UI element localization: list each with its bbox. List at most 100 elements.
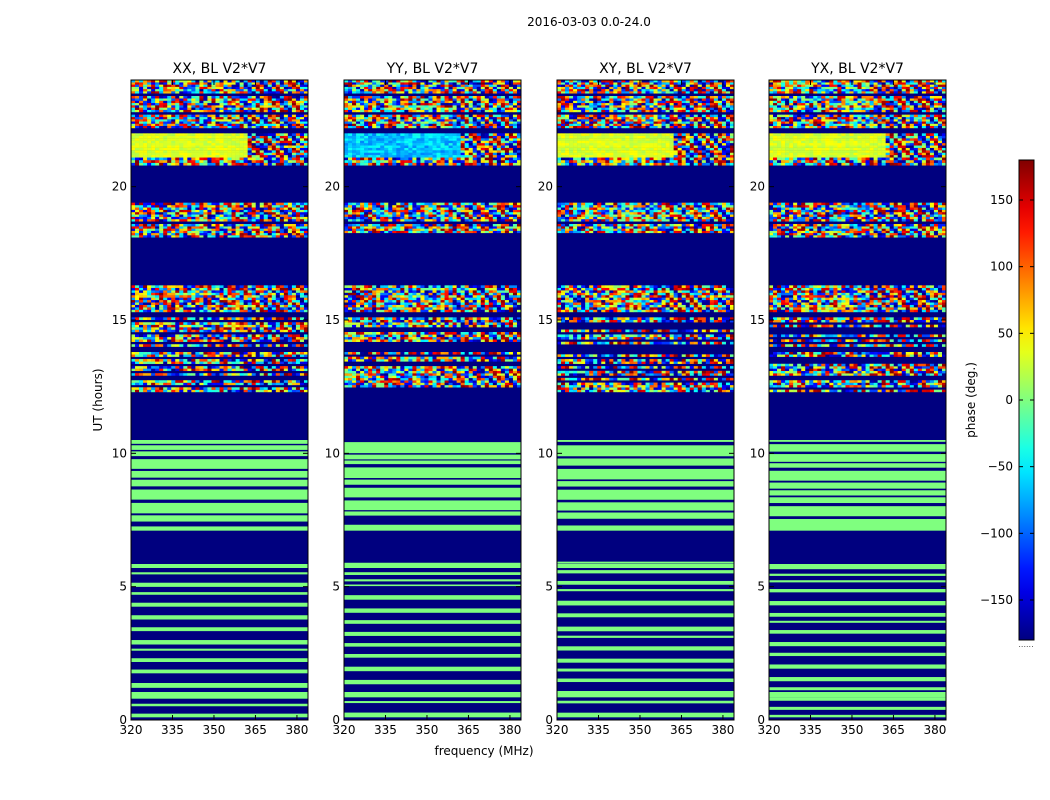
- phase-cell: [500, 307, 506, 310]
- phase-cell: [227, 150, 232, 153]
- phase-cell: [243, 299, 248, 303]
- phase-cell: [388, 382, 393, 386]
- phase-cell: [299, 359, 305, 362]
- phase-cell: [291, 125, 297, 129]
- phase-cell: [179, 322, 184, 325]
- phase-cell: [143, 226, 148, 229]
- phase-cell: [352, 352, 357, 355]
- phase-cell: [199, 235, 204, 238]
- phase-cell: [183, 324, 188, 328]
- phase-cell: [259, 80, 265, 83]
- phase-cell: [259, 292, 265, 296]
- phase-cell: [131, 98, 136, 101]
- phase-cell: [267, 114, 273, 118]
- phase-cell: [211, 299, 216, 303]
- phase-cell: [167, 354, 172, 357]
- phase-cell: [480, 382, 486, 386]
- phase-cell: [376, 295, 381, 298]
- phase-cell: [151, 317, 156, 320]
- phase-cell: [299, 373, 305, 376]
- phase-cell: [207, 98, 212, 101]
- phase-cell: [207, 86, 212, 90]
- phase-cell: [187, 157, 192, 161]
- phase-cell: [167, 387, 172, 390]
- phase-cell: [203, 334, 208, 338]
- phase-cell: [259, 107, 265, 110]
- phase-cell: [299, 135, 305, 139]
- phase-cell: [283, 162, 289, 166]
- phase-cell: [283, 96, 289, 99]
- phase-cell: [508, 373, 514, 376]
- phase-cell: [199, 232, 204, 236]
- phase-cell: [452, 295, 457, 298]
- phase-cell: [275, 105, 281, 108]
- phase-cell: [299, 207, 305, 210]
- phase-cell: [183, 114, 188, 118]
- phase-cell: [299, 324, 305, 328]
- phase-cell: [239, 147, 244, 151]
- phase-cell: [287, 214, 293, 217]
- phase-cell: [255, 329, 261, 333]
- phase-cell: [147, 389, 152, 393]
- phase-cell: [299, 205, 305, 208]
- phase-cell: [360, 373, 365, 376]
- phase-cell: [187, 309, 192, 313]
- phase-cell: [259, 324, 265, 328]
- phase-cell: [287, 86, 293, 90]
- phase-cell: [135, 162, 140, 166]
- phase-cell: [508, 339, 514, 342]
- phase-cell: [275, 205, 281, 208]
- phase-cell: [283, 382, 289, 386]
- phase-cell: [135, 145, 140, 148]
- phase-cell: [227, 88, 232, 92]
- phase-cell: [424, 382, 429, 386]
- phase-cell: [275, 235, 281, 238]
- phase-cell: [135, 219, 140, 222]
- phase-cell: [239, 368, 244, 372]
- phase-cell: [396, 377, 401, 381]
- phase-cell: [231, 107, 236, 110]
- phase-cell: [259, 133, 265, 136]
- phase-cell: [143, 359, 148, 362]
- phase-cell: [207, 380, 212, 383]
- phase-cell: [484, 230, 490, 234]
- phase-cell: [472, 322, 478, 325]
- phase-cell: [456, 285, 461, 288]
- phase-cell: [352, 324, 357, 328]
- phase-cell: [167, 102, 172, 106]
- phase-cell: [360, 382, 365, 386]
- phase-cell: [211, 138, 216, 141]
- phase-cell: [440, 382, 445, 386]
- phase-cell: [219, 162, 224, 166]
- phase-cell: [147, 302, 152, 305]
- phase-cell: [207, 125, 212, 129]
- phase-cell: [203, 202, 208, 206]
- phase-cell: [255, 135, 261, 139]
- phase-cell: [199, 125, 204, 129]
- phase-cell: [432, 319, 437, 323]
- phase-cell: [247, 209, 252, 213]
- phase-cell: [239, 299, 244, 303]
- phase-cell: [352, 356, 357, 360]
- phase-cell: [207, 88, 212, 92]
- phase-cell: [484, 317, 490, 320]
- phase-cell: [235, 135, 240, 139]
- phase-cell: [291, 382, 297, 386]
- phase-cell: [283, 230, 289, 234]
- phase-cell: [151, 96, 156, 99]
- phase-cell: [187, 302, 192, 305]
- phase-cell: [368, 382, 373, 386]
- phase-cell: [444, 324, 449, 328]
- phase-cell: [279, 287, 285, 291]
- phase-cell: [404, 380, 409, 383]
- phase-cell: [187, 140, 192, 144]
- phase-cell: [440, 230, 445, 234]
- phase-cell: [187, 145, 192, 148]
- phase-cell: [191, 157, 196, 161]
- phase-cell: [500, 382, 506, 386]
- phase-cell: [171, 154, 176, 158]
- phase-cell: [215, 116, 220, 120]
- phase-cell: [243, 116, 248, 120]
- phase-cell: [388, 319, 393, 323]
- phase-cell: [488, 366, 494, 369]
